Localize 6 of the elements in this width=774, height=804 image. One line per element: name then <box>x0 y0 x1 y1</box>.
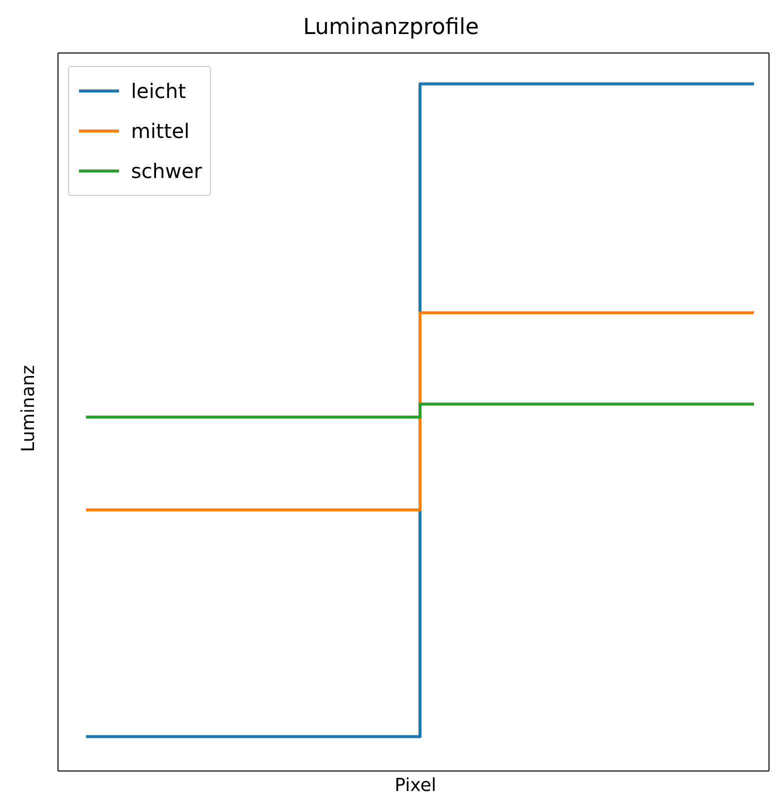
y-axis-title: Luminanz <box>18 364 39 452</box>
x-axis-title: Pixel <box>394 774 438 798</box>
chart-title: Luminanzprofile <box>302 14 480 42</box>
legend-label: leicht <box>131 79 186 103</box>
legend-label: schwer <box>131 159 202 183</box>
legend-label: mittel <box>131 119 190 143</box>
